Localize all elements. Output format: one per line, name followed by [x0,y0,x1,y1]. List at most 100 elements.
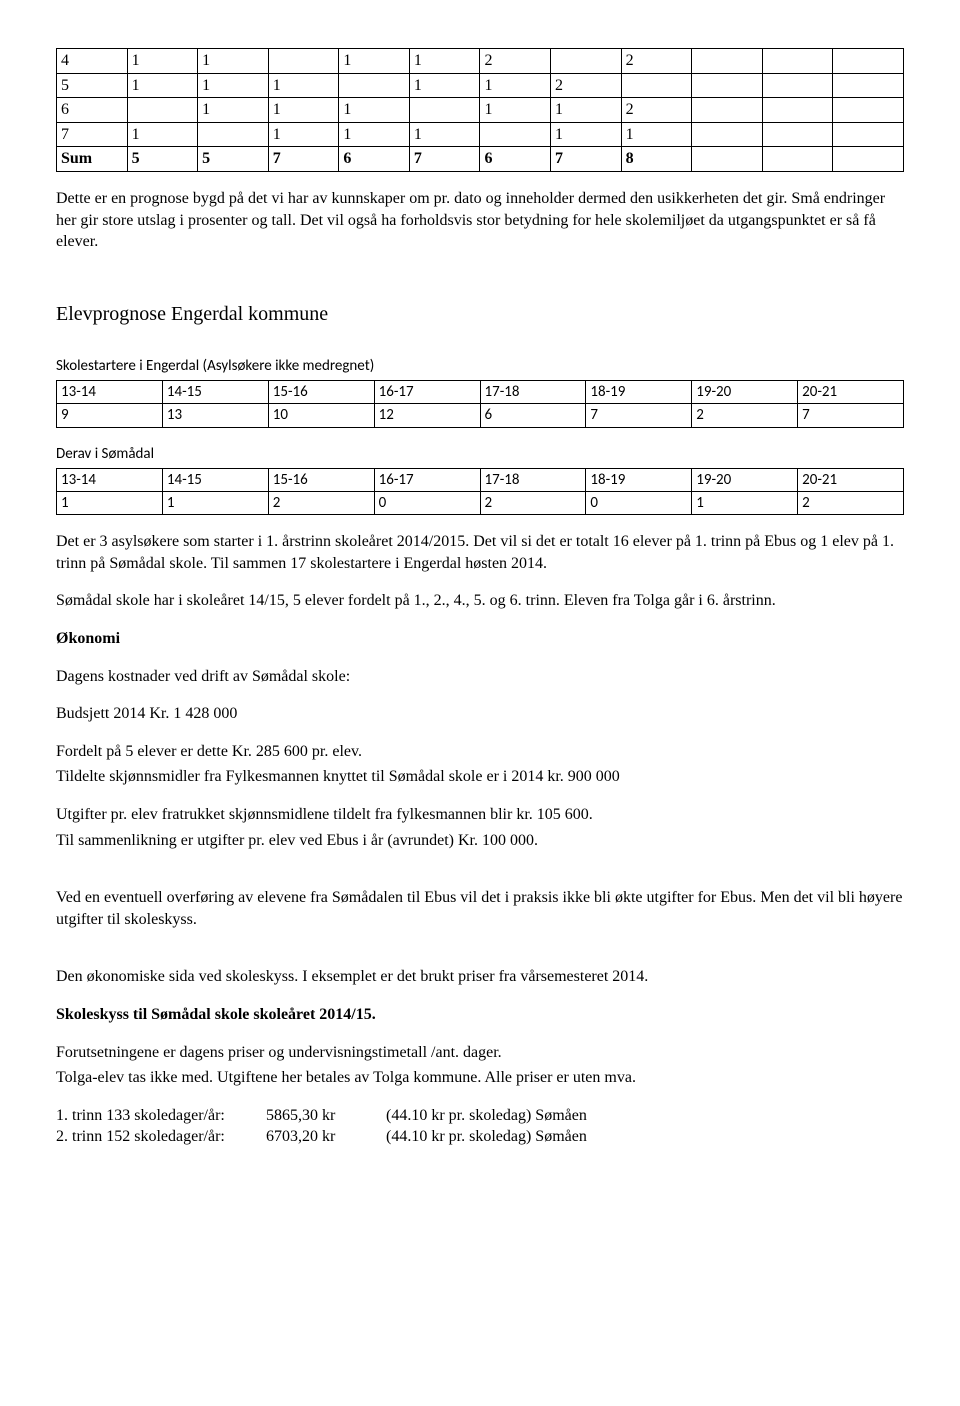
table-cell: 19-20 [692,381,798,404]
trinn1-detail: (44.10 kr pr. skoledag) Sømåen [386,1105,587,1127]
table-cell: 5 [57,73,128,98]
skolestartere-table: 13-1414-1515-1616-1717-1818-1919-2020-21… [56,380,904,428]
table-cell: 2 [621,98,692,123]
table-cell: 1 [339,98,410,123]
table2-caption: Skolestartere i Engerdal (Asylsøkere ikk… [56,356,904,376]
table-cell: 1 [551,122,622,147]
table-cell: 6 [339,147,410,172]
trinn1-price: 5865,30 kr [266,1105,386,1127]
table-cell: 6 [480,147,551,172]
table-cell [833,49,904,74]
table-cell: 1 [268,122,339,147]
table-cell: 18-19 [586,468,692,491]
table-row: 13-1414-1515-1616-1717-1818-1919-2020-21 [57,381,904,404]
table-cell [833,122,904,147]
table-cell: 7 [551,147,622,172]
table-cell: 7 [409,147,480,172]
table-cell: 2 [551,73,622,98]
prognosis-paragraph: Dette er en prognose bygd på det vi har … [56,188,904,253]
trinn2-label: 2. trinn 152 skoledager/år: [56,1126,266,1148]
table-cell: 0 [374,492,480,515]
table-cell: 0 [586,492,692,515]
trinn2-detail: (44.10 kr pr. skoledag) Sømåen [386,1126,587,1148]
table-cell: 4 [57,49,128,74]
table-cell: 5 [198,147,269,172]
somadal-skole-paragraph: Sømådal skole har i skoleåret 14/15, 5 e… [56,590,904,612]
table-cell: 1 [480,73,551,98]
table-cell: 1 [268,98,339,123]
trinn1-label: 1. trinn 133 skoledager/år: [56,1105,266,1127]
table-cell: 2 [798,492,904,515]
table-cell: 1 [339,49,410,74]
table-cell [692,73,763,98]
table-cell [762,73,833,98]
trinn2-price: 6703,20 kr [266,1126,386,1148]
table-row: Sum55767678 [57,147,904,172]
fordelt-paragraph: Fordelt på 5 elever er dette Kr. 285 600… [56,741,904,763]
table-row: 11202012 [57,492,904,515]
table-cell: 20-21 [798,468,904,491]
table-cell: 1 [480,98,551,123]
budsjett-paragraph: Budsjett 2014 Kr. 1 428 000 [56,703,904,725]
asylsokere-paragraph: Det er 3 asylsøkere som starter i 1. års… [56,531,904,574]
table-cell [268,49,339,74]
table-cell [762,98,833,123]
table-cell: 14-15 [162,468,268,491]
table-cell: 20-21 [798,381,904,404]
table-cell [198,122,269,147]
table-cell: 16-17 [374,381,480,404]
table-cell [621,73,692,98]
drift-cost-paragraph: Dagens kostnader ved drift av Sømådal sk… [56,666,904,688]
table-cell [762,122,833,147]
table-cell [127,98,198,123]
table-cell: 2 [621,49,692,74]
table-cell: 5 [127,147,198,172]
table-cell: 13-14 [57,468,163,491]
table-cell: 1 [409,122,480,147]
table-cell: 1 [339,122,410,147]
table-cell: 14-15 [162,381,268,404]
trinn1-row: 1. trinn 133 skoledager/år: 5865,30 kr (… [56,1105,904,1127]
table-row: 4111122 [57,49,904,74]
table-cell [833,98,904,123]
overforing-paragraph: Ved en eventuell overføring av elevene f… [56,887,904,930]
table-cell: 9 [57,404,163,427]
table-cell: 12 [374,404,480,427]
table-cell: 13 [162,404,268,427]
table-cell: 1 [268,73,339,98]
table-cell: 17-18 [480,468,586,491]
table-cell: 16-17 [374,468,480,491]
table-cell: 2 [480,49,551,74]
table-cell: 10 [268,404,374,427]
table-cell: 6 [480,404,586,427]
table-cell: 15-16 [268,468,374,491]
skoleskyss-heading: Skoleskyss til Sømådal skole skoleåret 2… [56,1004,904,1026]
table-row: 91310126727 [57,404,904,427]
table-cell: 17-18 [480,381,586,404]
sammenlikning-paragraph: Til sammenlikning er utgifter pr. elev v… [56,830,904,852]
table-cell: 1 [127,49,198,74]
table-cell [692,147,763,172]
elevprognose-heading: Elevprognose Engerdal kommune [56,301,904,328]
table-row: 7111111 [57,122,904,147]
table-cell: 15-16 [268,381,374,404]
table-cell: 1 [409,49,480,74]
table-cell: 1 [551,98,622,123]
table-cell: 1 [127,122,198,147]
table-cell [833,147,904,172]
table-cell: 8 [621,147,692,172]
table-row: 5111112 [57,73,904,98]
table-cell: 18-19 [586,381,692,404]
table-cell: 1 [692,492,798,515]
table-cell: 1 [409,73,480,98]
table-cell: 7 [586,404,692,427]
somadal-table: 13-1414-1515-1616-1717-1818-1919-2020-21… [56,468,904,516]
table-cell [762,49,833,74]
table-cell: 1 [127,73,198,98]
table-cell: 19-20 [692,468,798,491]
table-cell: 1 [162,492,268,515]
table-cell: 2 [480,492,586,515]
table-cell: 1 [621,122,692,147]
table-cell [692,49,763,74]
table-cell: 1 [198,73,269,98]
